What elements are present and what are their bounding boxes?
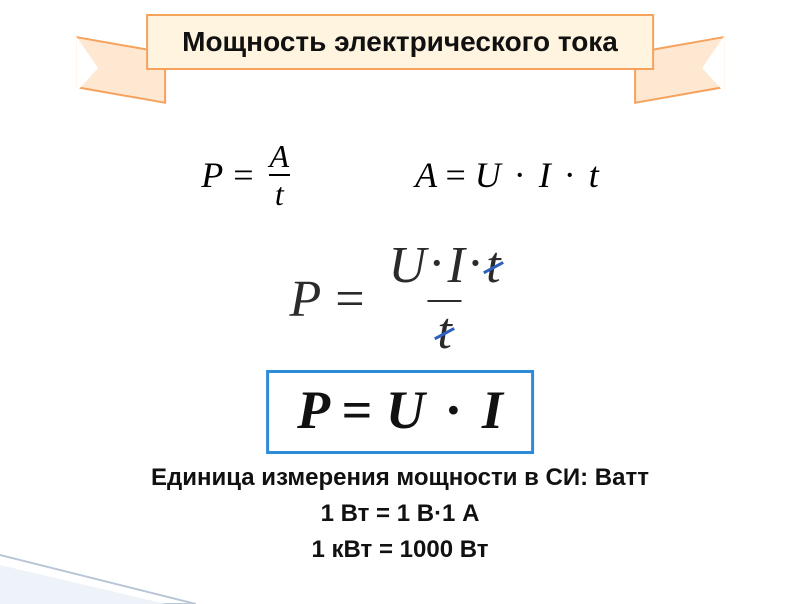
symbol-I: I bbox=[482, 380, 503, 440]
symbol-eq: = bbox=[342, 380, 386, 440]
fraction-num: U·I·t bbox=[379, 240, 511, 300]
symbol-P: P bbox=[297, 380, 328, 440]
title-banner: Мощность электрического тока bbox=[146, 14, 654, 70]
symbol-I: I bbox=[447, 237, 464, 294]
symbol-t-cancelled: t bbox=[486, 240, 500, 292]
formula-p-equals-a-over-t: P = A t bbox=[201, 140, 295, 210]
symbol-P: P bbox=[201, 154, 223, 196]
fraction-num: A bbox=[264, 140, 296, 174]
formula-a-equals-uit: A = U · I · t bbox=[415, 154, 599, 196]
dot-icon: · bbox=[465, 238, 486, 290]
symbol-t: t bbox=[589, 155, 599, 195]
fraction-UIt-over-t: U·I·t t bbox=[379, 240, 511, 358]
fraction-den: t bbox=[427, 300, 461, 358]
page-title: Мощность электрического тока bbox=[146, 14, 654, 70]
symbol-eq: = bbox=[335, 270, 364, 329]
formula-boxed-result: P = U · I bbox=[266, 370, 534, 454]
fraction-den: t bbox=[269, 174, 290, 210]
formula-derivation: P = U·I·t t bbox=[289, 240, 510, 358]
symbol-U: U bbox=[389, 237, 427, 294]
units-text-block: Единица измерения мощности в СИ: Ватт 1 … bbox=[0, 460, 800, 568]
symbol-U: U bbox=[475, 155, 501, 195]
symbol-eq: = bbox=[445, 155, 465, 195]
symbol-U: U bbox=[386, 380, 425, 440]
dot-icon: · bbox=[438, 380, 468, 440]
symbol-t-cancelled: t bbox=[437, 306, 451, 358]
symbol-A: A bbox=[415, 155, 436, 195]
formula-row-1: P = A t A = U · I · t bbox=[0, 140, 800, 210]
symbol-eq: = bbox=[233, 154, 253, 196]
fraction-A-over-t: A t bbox=[264, 140, 296, 210]
symbol-I: I bbox=[539, 155, 551, 195]
dot-icon: · bbox=[426, 238, 447, 290]
unit-conversion-1: 1 Вт = 1 В·1 А bbox=[0, 496, 800, 532]
dot-icon: · bbox=[560, 155, 580, 195]
unit-conversion-2: 1 кВт = 1000 Вт bbox=[0, 532, 800, 568]
unit-definition-line: Единица измерения мощности в СИ: Ватт bbox=[0, 460, 800, 496]
dot-icon: · bbox=[510, 155, 530, 195]
symbol-P: P bbox=[289, 270, 321, 329]
